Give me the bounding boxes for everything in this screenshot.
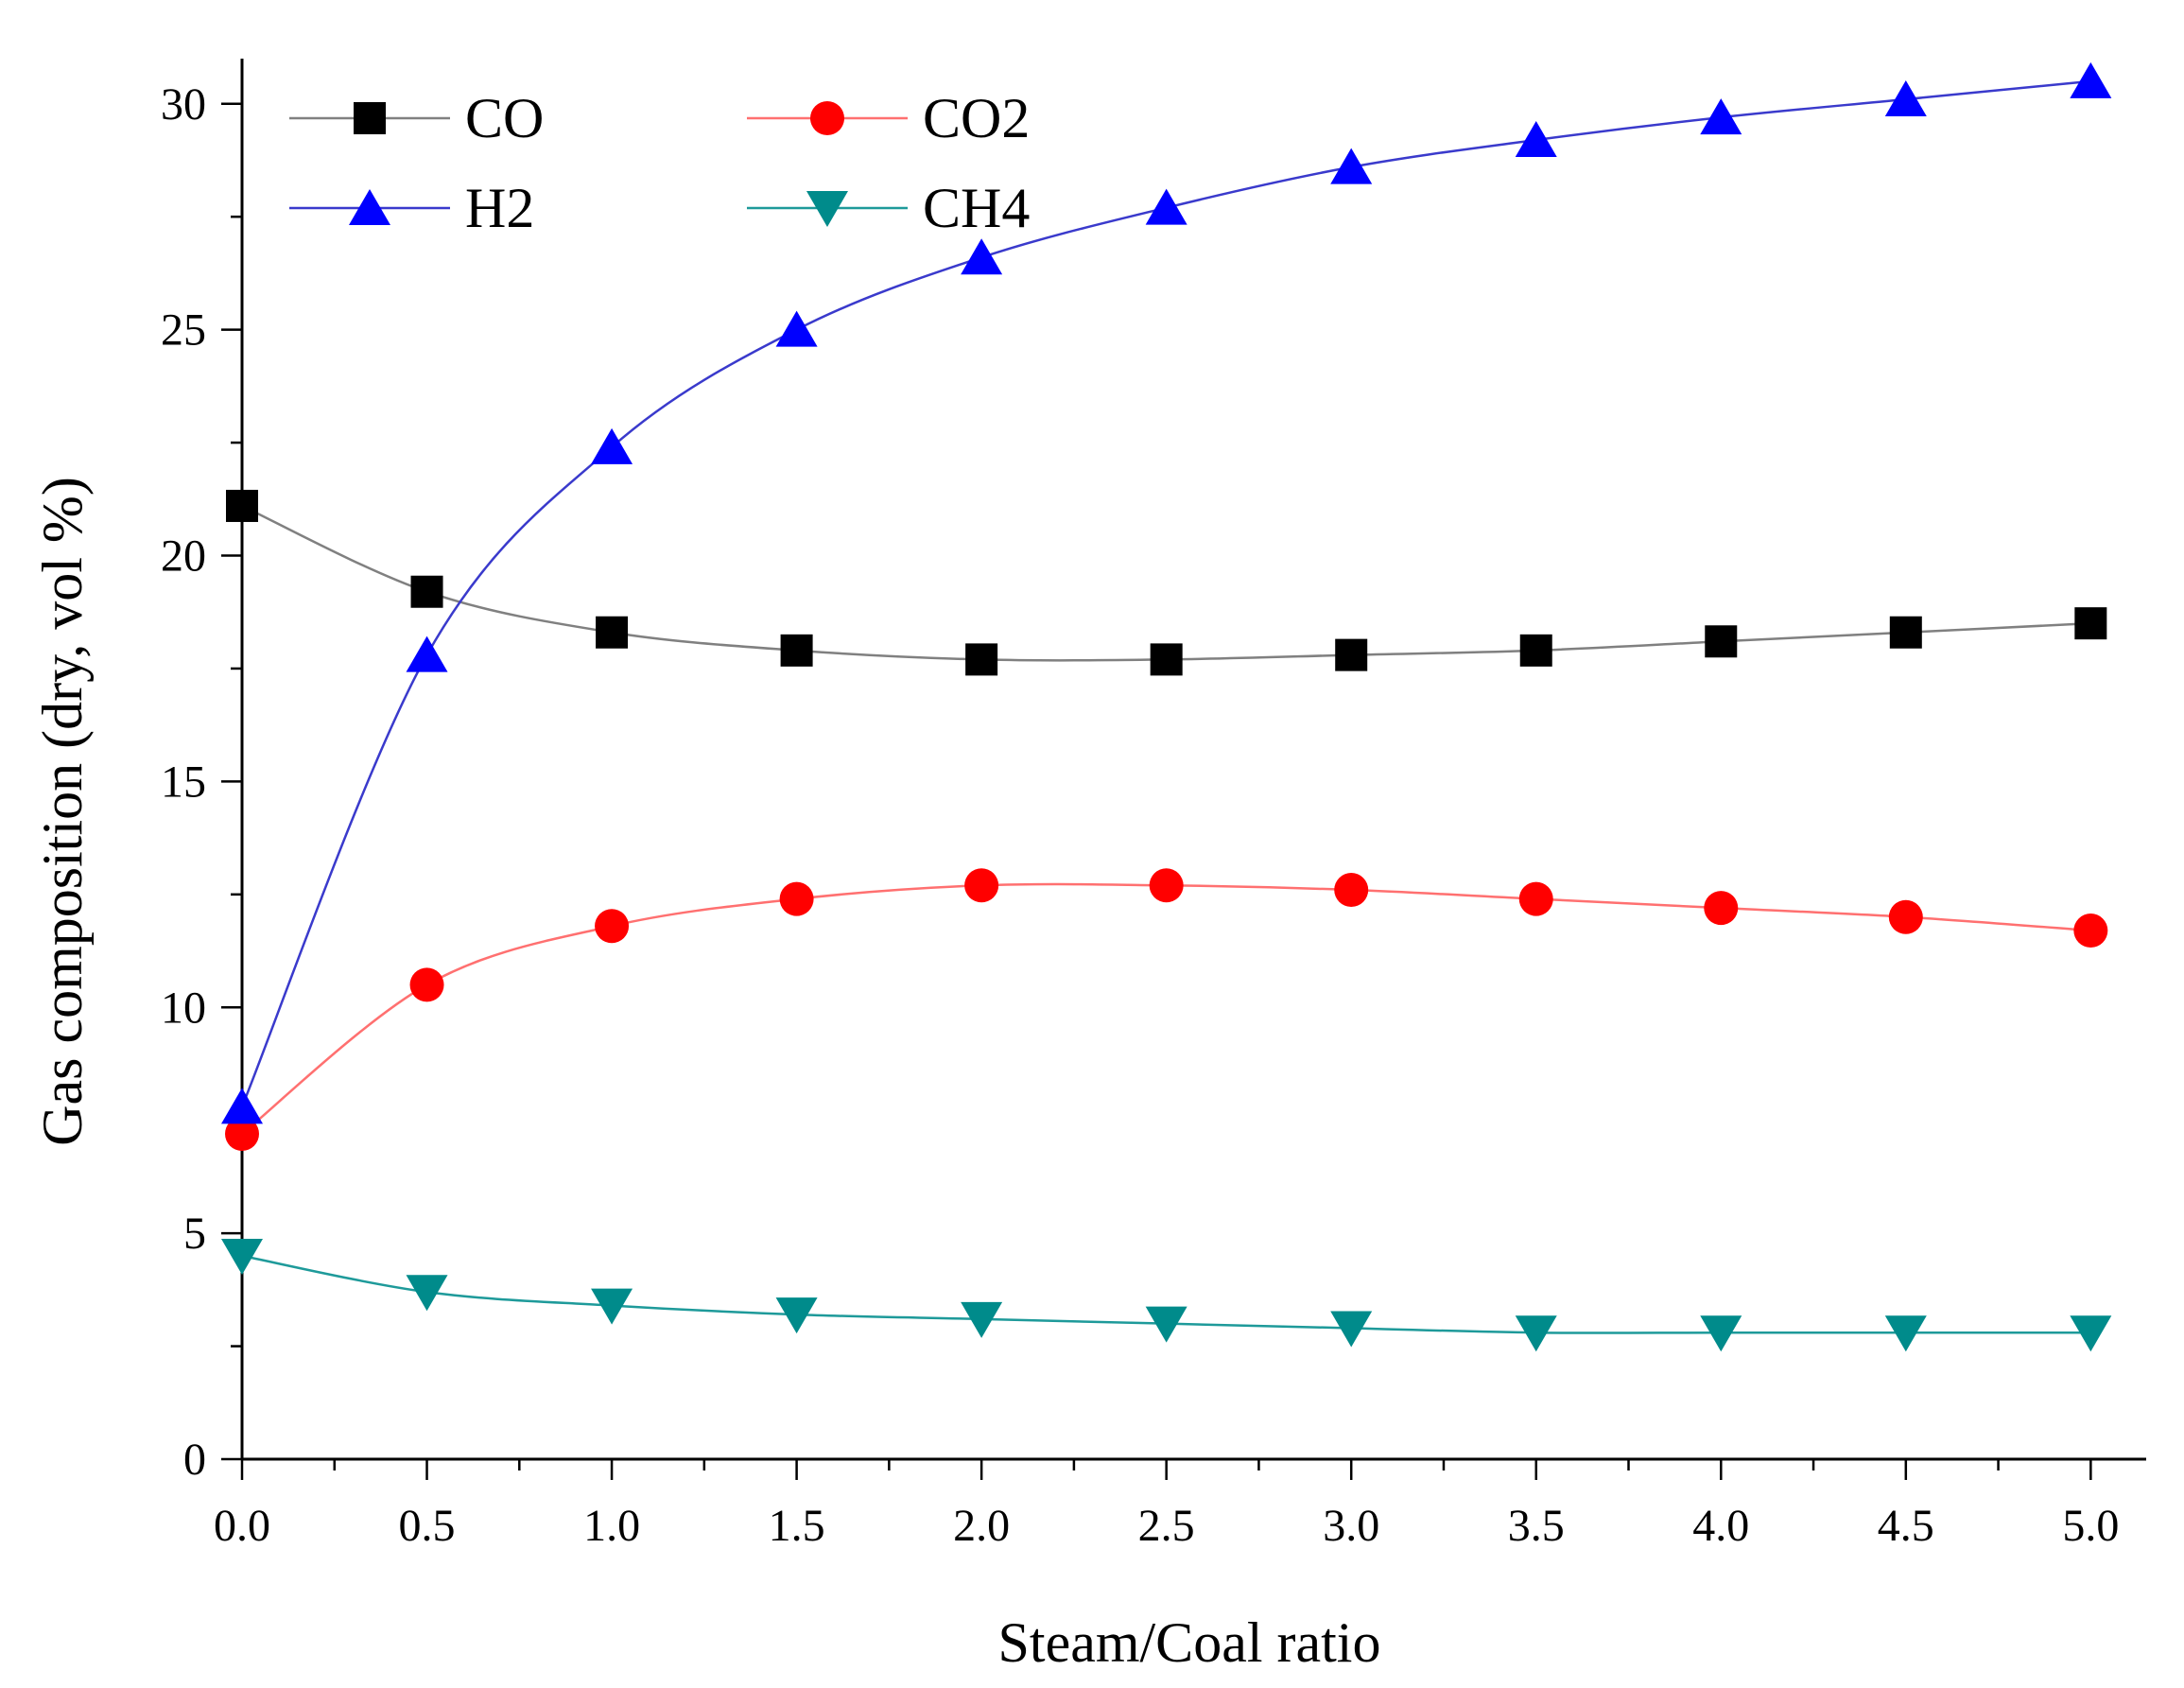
axes	[240, 59, 2146, 1461]
x-tick-label: 1.5	[769, 1501, 825, 1551]
legend-label-ch4: CH4	[923, 177, 1030, 239]
series-h2-point	[221, 1088, 263, 1124]
series-h2-point	[1330, 148, 1373, 184]
series-co-point	[1889, 616, 1922, 649]
series-co-point	[1519, 634, 1552, 667]
legend-item-h2: H2	[289, 177, 534, 239]
series-co-point	[780, 634, 813, 667]
x-tick-label: 0.5	[399, 1501, 456, 1551]
series-ch4-point	[406, 1275, 448, 1312]
series-co2-point	[1149, 868, 1184, 903]
series-h2-point	[1515, 120, 1557, 157]
series-h2	[221, 61, 2112, 1124]
series-group	[221, 61, 2112, 1352]
series-h2-point	[591, 427, 633, 464]
legend-item-ch4: CH4	[747, 177, 1030, 239]
series-h2-point	[2070, 61, 2112, 98]
legend: CO CO2 H2 CH4	[289, 87, 1030, 239]
series-ch4-point	[961, 1301, 1003, 1338]
series-h2-line	[240, 79, 2091, 1107]
series-ch4-point	[1145, 1306, 1187, 1343]
series-co2-point	[409, 967, 444, 1002]
series-co2-point	[1888, 899, 1923, 934]
series-ch4-point	[1884, 1315, 1927, 1352]
series-co-point	[1150, 643, 1183, 676]
y-tick-label: 30	[161, 79, 206, 130]
x-tick-label: 4.0	[1692, 1501, 1749, 1551]
series-co2-point	[1704, 891, 1739, 926]
series-co2-point	[2073, 914, 2108, 948]
y-tick-label: 25	[161, 305, 206, 356]
x-tick-label: 2.5	[1138, 1501, 1195, 1551]
series-co2-line	[241, 882, 2091, 1136]
series-co2	[225, 868, 2108, 1152]
legend-marker-h2	[349, 189, 390, 225]
series-co	[226, 489, 2107, 676]
x-tick-label: 3.0	[1323, 1501, 1379, 1551]
series-co2-point	[1334, 873, 1369, 908]
series-ch4-point	[591, 1288, 633, 1325]
series-co-point	[965, 643, 998, 676]
x-tick-label: 4.5	[1878, 1501, 1934, 1551]
legend-marker-co2	[810, 101, 844, 135]
series-h2-point	[775, 310, 818, 347]
series-ch4-point	[2070, 1315, 2112, 1352]
series-ch4-point	[1700, 1315, 1742, 1352]
series-ch4-point	[1330, 1311, 1373, 1348]
series-h2-point	[961, 238, 1003, 275]
x-tick-label: 1.0	[583, 1501, 640, 1551]
y-tick-label: 0	[183, 1435, 206, 1485]
x-axis-title: Steam/Coal ratio	[998, 1611, 1381, 1674]
legend-marker-ch4	[806, 191, 848, 227]
y-axis-title: Gas composition (dry, vol %)	[31, 477, 94, 1146]
x-tick-label: 0.0	[214, 1501, 270, 1551]
legend-label-co2: CO2	[923, 87, 1030, 149]
series-co2-point	[1518, 881, 1553, 916]
tick-labels: 0.0 0.5 1.0 1.5 2.0 2.5 3.0 3.5 4.0 4.5 5.0 0 5 10 15 2…	[161, 79, 2119, 1551]
series-co-point	[410, 575, 443, 608]
series-co-point	[1335, 638, 1368, 671]
ticks	[221, 102, 2092, 1480]
y-tick-label: 5	[183, 1209, 206, 1259]
series-co-point	[226, 489, 258, 522]
series-h2-point	[1884, 79, 1927, 116]
series-h2-point	[406, 635, 448, 672]
series-co2-point	[964, 868, 999, 903]
series-ch4-point	[221, 1239, 263, 1276]
y-tick-label: 10	[161, 983, 206, 1033]
legend-item-co2: CO2	[747, 87, 1030, 149]
x-tick-label: 3.5	[1508, 1501, 1565, 1551]
legend-item-co: CO	[289, 87, 544, 149]
legend-marker-co	[354, 102, 386, 134]
series-co2-point	[779, 881, 814, 916]
x-tick-label: 2.0	[953, 1501, 1010, 1551]
series-ch4-point	[1515, 1315, 1557, 1352]
y-tick-label: 15	[161, 757, 206, 807]
legend-label-co: CO	[465, 87, 544, 149]
series-co-point	[1705, 625, 1738, 658]
series-ch4	[221, 1239, 2112, 1352]
series-ch4-point	[775, 1297, 818, 1334]
series-co-point	[2074, 607, 2107, 640]
series-co2-point	[225, 1117, 259, 1152]
series-h2-point	[1700, 98, 1742, 135]
legend-label-h2: H2	[465, 177, 534, 239]
y-tick-label: 20	[161, 531, 206, 582]
series-h2-point	[1145, 188, 1187, 225]
series-co-point	[596, 616, 629, 649]
series-co2-point	[595, 909, 630, 944]
x-tick-label: 5.0	[2062, 1501, 2119, 1551]
